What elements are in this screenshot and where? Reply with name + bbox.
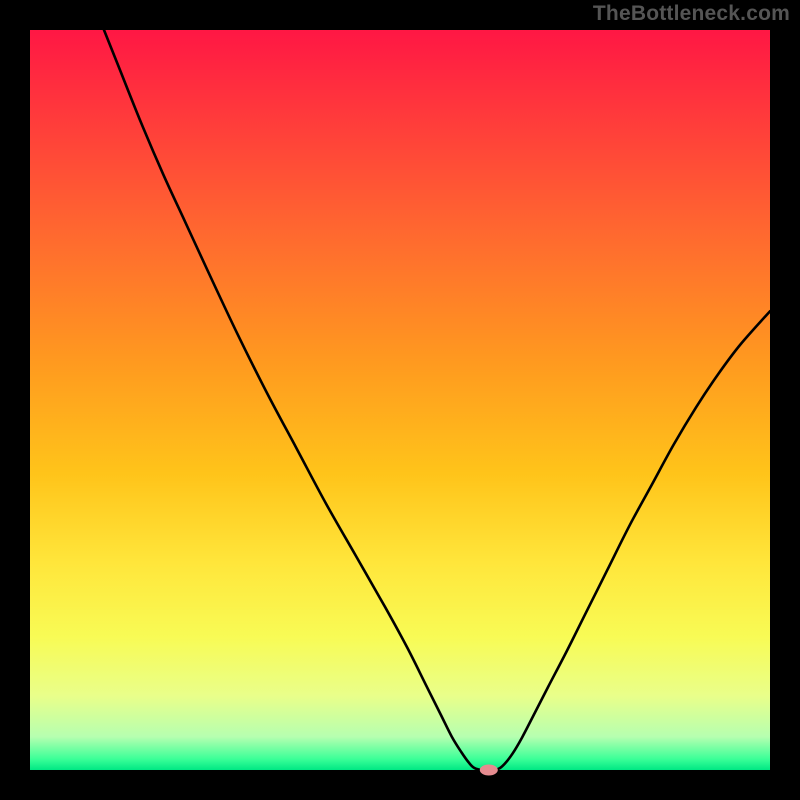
watermark-text: TheBottleneck.com bbox=[593, 2, 790, 26]
plot-background bbox=[30, 30, 770, 770]
bottleneck-chart: TheBottleneck.com bbox=[0, 0, 800, 800]
minimum-marker bbox=[480, 765, 498, 776]
chart-svg bbox=[0, 0, 800, 800]
